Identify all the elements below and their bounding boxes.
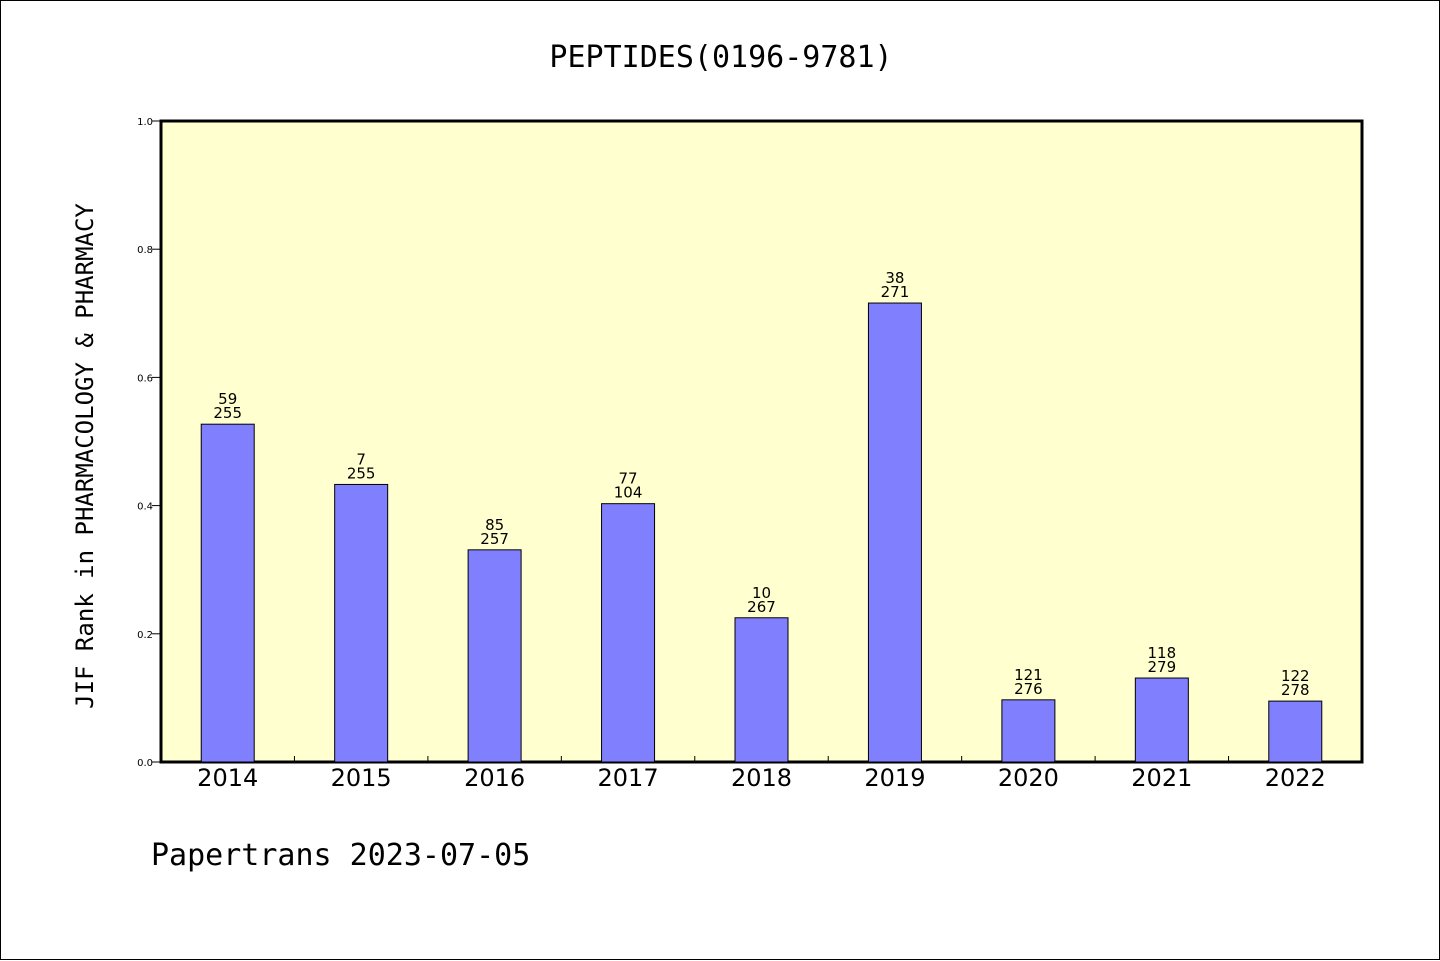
bar-2017 [601,503,656,763]
x-tick-label: 2022 [1265,764,1326,792]
bar-label-total: 257 [480,530,509,548]
x-tick-label: 2016 [464,764,525,792]
bar-label-total: 255 [213,404,242,422]
bar-label-rank: 10 [752,584,771,602]
bar-label-rank: 122 [1281,667,1310,685]
x-tick-label: 2019 [864,764,925,792]
bar-label-rank: 59 [218,390,237,408]
y-tick-label: 0.2 [137,630,153,641]
y-tick-label: 0.4 [137,502,153,513]
x-axis-ticks: 2014 2015 2016 2017 2018 2019 2020 2021 2022 [197,756,1326,792]
bar-label-total: 278 [1281,681,1310,699]
bar-2021 [1134,677,1189,763]
bar-label-rank: 77 [619,470,638,488]
y-tick-label: 0.8 [137,245,153,256]
bar-label-rank: 118 [1148,644,1177,662]
bar-label-total: 255 [347,464,376,482]
bar-2018 [734,617,789,763]
bar-group: 5925572558525777104102673827112127611827… [200,269,1323,763]
x-tick-label: 2018 [731,764,792,792]
y-axis-ticks: 0.0 0.2 0.4 0.6 0.8 1.0 [137,117,161,769]
bar-label-rank: 7 [356,450,366,468]
bar-2015 [334,483,389,763]
bar-label-total: 267 [747,598,776,616]
chart-title: PEPTIDES(0196-9781) [549,40,892,75]
bar-2022 [1268,700,1323,763]
bar-label-total: 271 [881,283,910,301]
y-axis-label: JIF Rank in PHARMACOLOGY & PHARMACY [71,203,99,709]
bar-label-rank: 38 [885,269,904,287]
x-tick-label: 2020 [998,764,1059,792]
x-tick-label: 2015 [331,764,392,792]
bar-label-total: 279 [1148,658,1177,676]
bar-label-total: 104 [614,484,643,502]
y-tick-label: 0.0 [137,758,153,769]
bar-2016 [467,549,522,763]
x-tick-label: 2021 [1131,764,1192,792]
y-tick-label: 0.6 [137,373,153,384]
bar-label-total: 276 [1014,680,1043,698]
bar-2014 [200,423,255,763]
bar-label-rank: 85 [485,516,504,534]
bar-label-rank: 121 [1014,666,1043,684]
bar-2019 [867,302,922,763]
y-tick-label: 1.0 [137,117,153,128]
x-tick-label: 2017 [598,764,659,792]
footer-stamp: Papertrans 2023-07-05 [151,838,530,873]
bar-2020 [1001,699,1056,763]
x-tick-label: 2014 [197,764,258,792]
